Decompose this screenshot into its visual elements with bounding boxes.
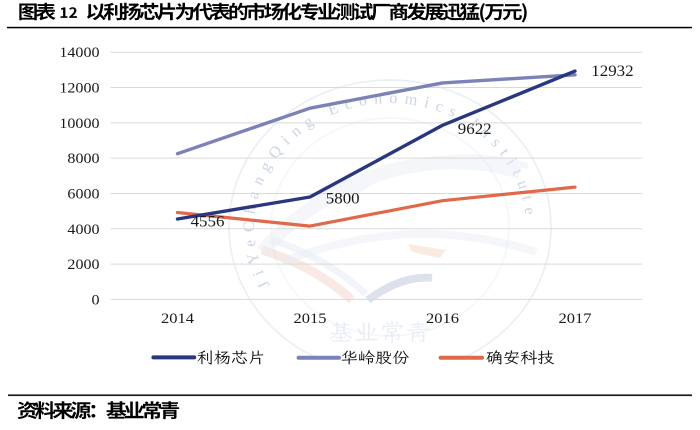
svg-text:4000: 4000 — [67, 221, 99, 237]
svg-text:2000: 2000 — [67, 257, 99, 273]
svg-text:12000: 12000 — [59, 80, 99, 96]
svg-text:2014: 2014 — [161, 311, 194, 327]
svg-text:8000: 8000 — [67, 151, 99, 167]
svg-text:10000: 10000 — [59, 115, 99, 131]
svg-text:5800: 5800 — [326, 191, 360, 207]
svg-text:2015: 2015 — [294, 311, 327, 327]
svg-text:9622: 9622 — [458, 121, 492, 137]
svg-text:14000: 14000 — [59, 45, 99, 61]
svg-text:2016: 2016 — [426, 311, 459, 327]
svg-text:6000: 6000 — [67, 186, 99, 202]
svg-text:2017: 2017 — [559, 311, 592, 327]
svg-text:12932: 12932 — [591, 63, 633, 79]
svg-text:4556: 4556 — [191, 214, 225, 230]
svg-text:0: 0 — [91, 292, 99, 308]
